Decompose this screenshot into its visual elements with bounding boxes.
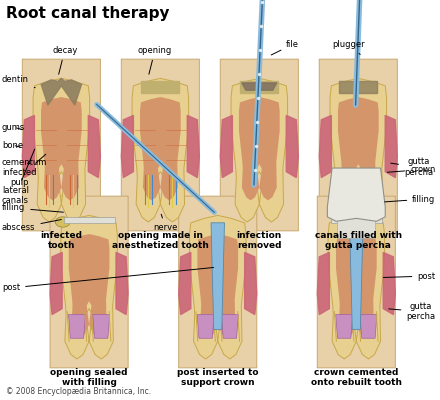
Text: infected
tooth: infected tooth <box>40 231 82 250</box>
Polygon shape <box>338 97 379 200</box>
Polygon shape <box>239 97 280 200</box>
Polygon shape <box>317 252 330 314</box>
FancyBboxPatch shape <box>121 59 199 231</box>
Polygon shape <box>190 215 246 359</box>
Polygon shape <box>41 78 81 105</box>
Polygon shape <box>179 252 191 314</box>
Polygon shape <box>245 252 257 314</box>
Polygon shape <box>231 78 288 222</box>
Text: © 2008 Encyclopædia Britannica, Inc.: © 2008 Encyclopædia Britannica, Inc. <box>6 387 151 396</box>
Text: plugger: plugger <box>332 40 364 54</box>
Polygon shape <box>385 116 397 178</box>
Text: gutta
percha: gutta percha <box>391 158 433 177</box>
Text: bone: bone <box>2 140 23 150</box>
Polygon shape <box>22 116 34 178</box>
Text: decay: decay <box>52 46 77 74</box>
Polygon shape <box>383 252 396 314</box>
Text: cementum: cementum <box>2 158 48 167</box>
Text: post inserted to
support crown: post inserted to support crown <box>177 368 258 387</box>
Text: infected
pulp: infected pulp <box>2 154 46 187</box>
Ellipse shape <box>55 217 70 227</box>
Text: lateral
canals: lateral canals <box>2 149 35 205</box>
FancyBboxPatch shape <box>220 59 298 231</box>
Text: Root canal therapy: Root canal therapy <box>6 6 169 21</box>
Polygon shape <box>337 178 355 201</box>
Polygon shape <box>197 314 214 338</box>
Polygon shape <box>116 252 128 314</box>
Text: crown cemented
onto rebuilt tooth: crown cemented onto rebuilt tooth <box>311 368 402 387</box>
Text: opening made in
anesthetized tooth: opening made in anesthetized tooth <box>112 231 209 250</box>
Polygon shape <box>221 314 238 338</box>
Polygon shape <box>360 314 377 338</box>
Polygon shape <box>349 223 363 329</box>
Polygon shape <box>220 116 232 178</box>
FancyBboxPatch shape <box>317 196 396 368</box>
Text: abscess: abscess <box>2 220 61 232</box>
Polygon shape <box>140 97 181 200</box>
Text: canals filled with
gutta percha: canals filled with gutta percha <box>315 231 402 250</box>
Polygon shape <box>328 215 385 359</box>
Polygon shape <box>330 78 387 222</box>
Text: infection
removed: infection removed <box>237 231 282 250</box>
Polygon shape <box>362 178 379 201</box>
Polygon shape <box>33 78 90 222</box>
Polygon shape <box>336 234 377 338</box>
Polygon shape <box>211 223 224 329</box>
Polygon shape <box>331 217 382 223</box>
Text: crown: crown <box>387 165 436 174</box>
Polygon shape <box>242 83 277 90</box>
Polygon shape <box>69 314 85 338</box>
Polygon shape <box>339 81 377 93</box>
Text: nerve: nerve <box>154 214 178 232</box>
FancyBboxPatch shape <box>22 59 100 231</box>
Text: post: post <box>2 268 214 292</box>
FancyBboxPatch shape <box>319 59 397 231</box>
Text: post: post <box>383 272 436 280</box>
Text: file: file <box>271 40 299 55</box>
Polygon shape <box>50 252 62 314</box>
Polygon shape <box>241 81 278 93</box>
FancyBboxPatch shape <box>179 196 257 368</box>
Polygon shape <box>69 234 110 338</box>
Polygon shape <box>61 215 117 359</box>
Polygon shape <box>63 217 115 223</box>
Polygon shape <box>336 314 353 338</box>
Polygon shape <box>88 116 100 178</box>
Text: gums: gums <box>2 123 25 132</box>
Polygon shape <box>337 217 375 238</box>
Text: gutta
percha: gutta percha <box>389 302 436 321</box>
Text: dentin: dentin <box>2 75 35 88</box>
Polygon shape <box>93 314 110 338</box>
Text: filling: filling <box>385 195 436 204</box>
Polygon shape <box>187 116 199 178</box>
Polygon shape <box>198 234 238 338</box>
Text: opening: opening <box>138 46 172 74</box>
FancyBboxPatch shape <box>50 196 128 368</box>
Polygon shape <box>339 81 377 93</box>
Polygon shape <box>132 78 189 222</box>
Text: opening sealed
with filling: opening sealed with filling <box>50 368 128 387</box>
Polygon shape <box>121 116 133 178</box>
Polygon shape <box>41 97 82 200</box>
Polygon shape <box>286 116 298 178</box>
Polygon shape <box>319 116 331 178</box>
Polygon shape <box>327 168 385 221</box>
Text: filling: filling <box>2 204 63 212</box>
Polygon shape <box>142 81 179 93</box>
